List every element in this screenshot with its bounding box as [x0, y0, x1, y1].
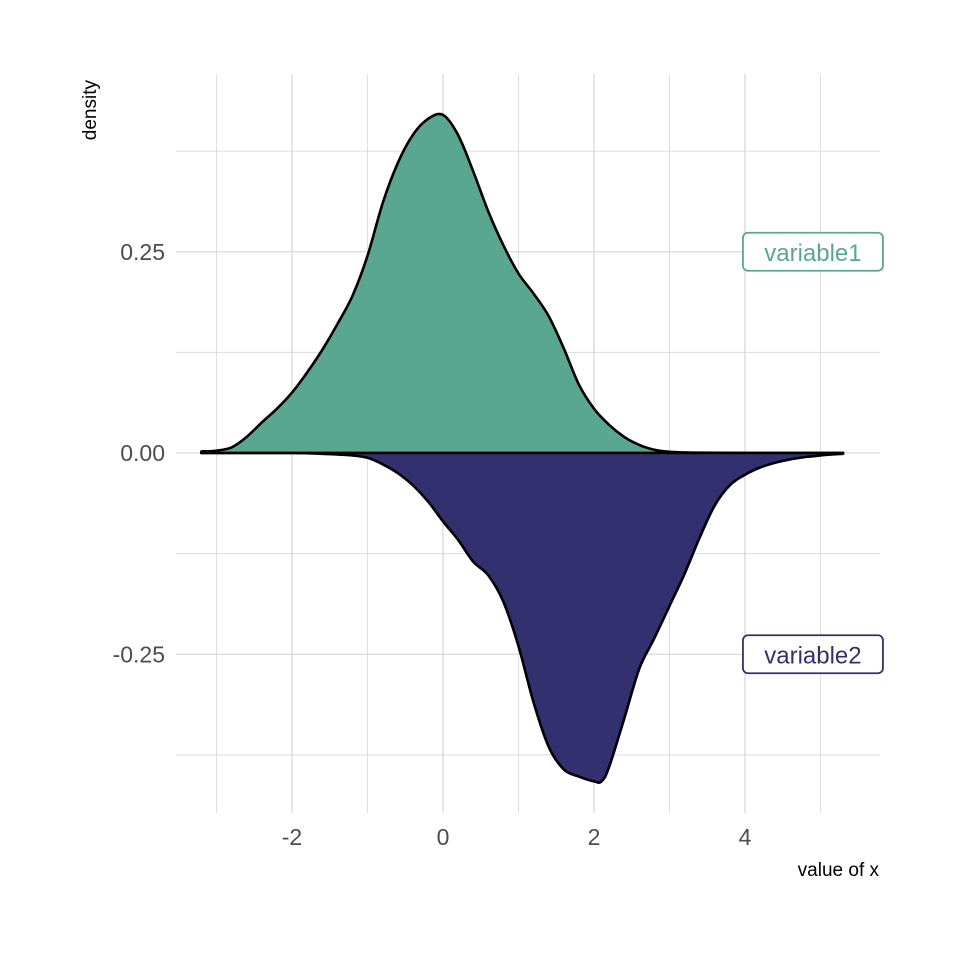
y-tick-label: 0.25: [120, 239, 165, 265]
series-label-variable1: variable1: [742, 231, 884, 272]
y-tick-labels: -0.25 0.00 0.25: [113, 239, 165, 668]
x-axis-title: value of x: [798, 860, 880, 881]
density-area-variable1: [200, 112, 845, 455]
x-tick-label: -2: [282, 824, 302, 850]
x-tick-labels: -2 0 2 4: [282, 824, 752, 850]
label-text: variable2: [764, 642, 861, 669]
y-axis-title: density: [80, 80, 101, 141]
x-tick-label: 2: [588, 824, 601, 850]
x-tick-label: 0: [437, 824, 450, 850]
y-tick-label: 0.00: [120, 440, 165, 466]
x-tick-label: 4: [739, 824, 752, 850]
series-label-variable2: variable2: [742, 634, 884, 675]
y-tick-label: -0.25: [113, 641, 165, 667]
density-areas: [200, 112, 845, 785]
series-labels: variable1 variable2: [742, 231, 884, 675]
label-box: [742, 634, 884, 675]
label-box: [742, 231, 884, 272]
label-text: variable1: [764, 240, 861, 267]
density-area-variable2: [200, 451, 845, 785]
